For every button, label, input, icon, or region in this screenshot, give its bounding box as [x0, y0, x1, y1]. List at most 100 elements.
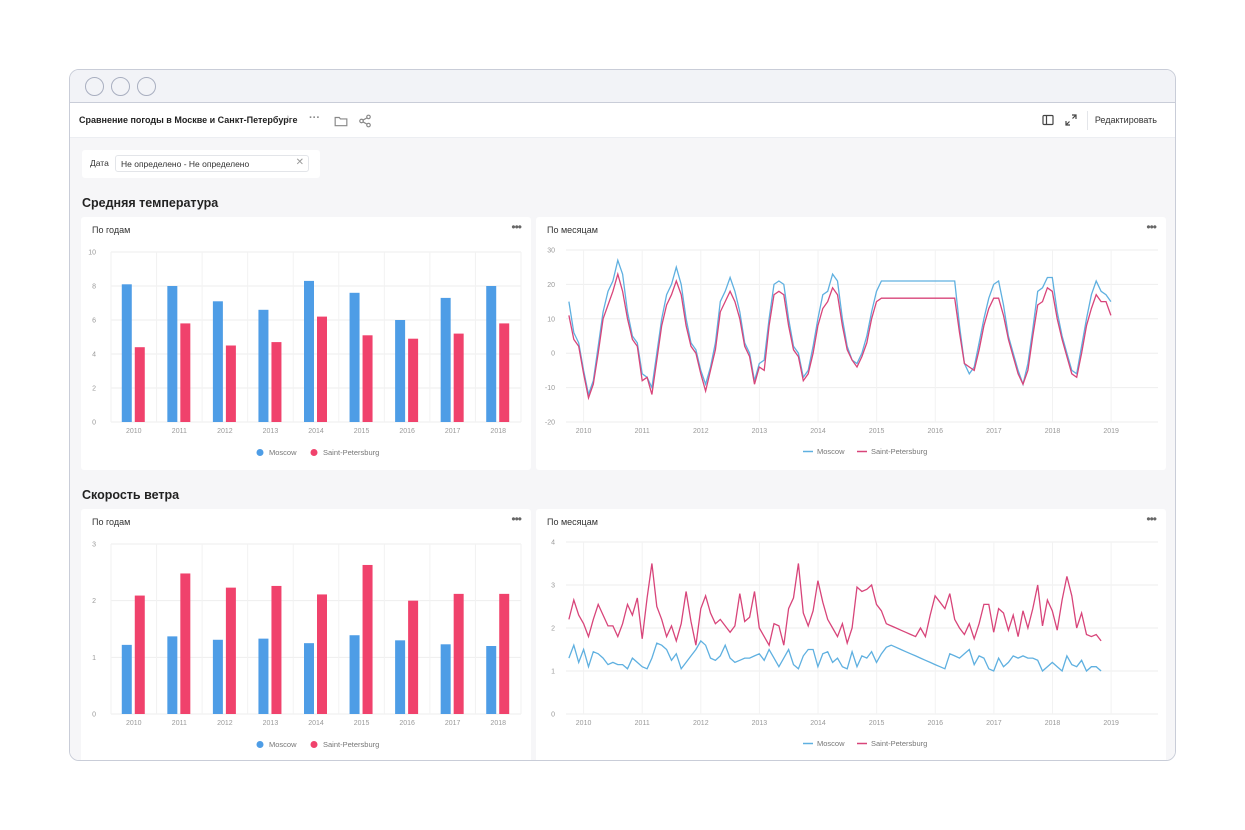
y-tick-label: 1 — [551, 669, 555, 676]
bar — [453, 333, 464, 422]
x-tick-label: 2018 — [490, 428, 506, 435]
date-filter-input[interactable]: Не определено - Не определено ✕ — [115, 155, 309, 172]
series-line — [568, 271, 1112, 401]
more-icon[interactable]: ••• — [511, 512, 522, 526]
y-tick-label: 0 — [551, 712, 555, 719]
bar — [395, 640, 406, 714]
x-tick-label: 2019 — [1103, 428, 1119, 435]
bar — [486, 286, 497, 422]
x-tick-label: 2018 — [490, 720, 506, 727]
x-tick-label: 2015 — [869, 720, 885, 727]
y-tick-label: 20 — [547, 282, 555, 289]
x-tick-label: 2014 — [308, 428, 324, 435]
dashboard-toolbar: Сравнение погоды в Москве и Санкт-Петерб… — [70, 103, 1175, 138]
legend-swatch — [310, 449, 318, 456]
bar — [180, 573, 191, 714]
series-line — [568, 639, 1102, 673]
y-tick-label: 2 — [551, 626, 555, 633]
x-tick-label: 2012 — [693, 720, 709, 727]
legend-label: Saint-Petersburg — [323, 448, 379, 457]
section-title-wind: Скорость ветра — [82, 488, 180, 502]
bar — [349, 292, 360, 422]
x-tick-label: 2014 — [810, 720, 826, 727]
window-close-control[interactable] — [85, 77, 104, 96]
x-tick-label: 2016 — [399, 720, 415, 727]
star-icon[interactable]: ☆ — [283, 114, 293, 126]
x-tick-label: 2012 — [693, 428, 709, 435]
x-tick-label: 2017 — [445, 428, 461, 435]
panel-temp-monthly: По месяцам ••• -20 -10 0 10 20 30 2010 2011 2012… — [536, 217, 1166, 470]
x-tick-label: 2017 — [445, 720, 461, 727]
x-tick-label: 2016 — [399, 428, 415, 435]
share-icon[interactable] — [358, 114, 372, 128]
browser-window: Сравнение погоды в Москве и Санкт-Петерб… — [69, 69, 1176, 761]
x-tick-label: 2017 — [986, 428, 1002, 435]
x-tick-label: 2013 — [752, 720, 768, 727]
y-tick-label: 8 — [92, 284, 96, 291]
x-tick-label: 2013 — [263, 428, 279, 435]
panel-wind-yearly: По годам ••• 0 1 2 3 2010 2011 2012 2013 2014 201… — [81, 509, 531, 760]
x-tick-label: 2011 — [172, 720, 187, 727]
y-tick-label: 3 — [92, 542, 96, 549]
bar — [453, 593, 464, 714]
bar — [362, 335, 373, 422]
y-tick-label: 30 — [547, 248, 555, 255]
folder-icon[interactable] — [334, 114, 348, 128]
y-tick-label: 0 — [551, 351, 555, 358]
more-icon[interactable]: ··· — [309, 112, 320, 124]
legend-swatch — [256, 449, 264, 456]
window-maximize-control[interactable] — [137, 77, 156, 96]
y-tick-label: 4 — [92, 352, 96, 359]
date-filter: Дата Не определено - Не определено ✕ — [82, 150, 320, 178]
bar — [440, 644, 451, 714]
bar — [499, 323, 510, 422]
y-tick-label: 0 — [92, 712, 96, 719]
panel-wind-monthly: По месяцам ••• 0 1 2 3 4 2010 2011 2012 2013 2014… — [536, 509, 1166, 760]
x-tick-label: 2017 — [986, 720, 1002, 727]
panel-icon[interactable] — [1042, 114, 1054, 126]
legend-label: Saint-Petersburg — [871, 739, 927, 748]
more-icon[interactable]: ••• — [1146, 512, 1157, 526]
x-tick-label: 2015 — [354, 428, 370, 435]
window-titlebar — [70, 70, 1175, 103]
x-tick-label: 2013 — [263, 720, 279, 727]
x-tick-label: 2010 — [576, 428, 592, 435]
bar — [317, 316, 327, 422]
bar — [395, 320, 406, 422]
panel-title: По месяцам — [547, 517, 598, 527]
bar — [271, 342, 282, 422]
x-tick-label: 2010 — [126, 428, 142, 435]
bar — [349, 635, 360, 714]
y-tick-label: 10 — [88, 250, 96, 257]
bar — [167, 286, 178, 422]
bar — [212, 639, 223, 714]
close-icon[interactable]: ✕ — [295, 157, 304, 168]
series-line — [568, 563, 1102, 647]
bar — [121, 284, 132, 422]
dashboard-title: Сравнение погоды в Москве и Санкт-Петерб… — [79, 115, 298, 125]
y-tick-label: 4 — [551, 540, 555, 547]
y-tick-label: 0 — [92, 420, 96, 427]
x-tick-label: 2011 — [172, 428, 187, 435]
edit-button[interactable]: Редактировать — [1094, 115, 1157, 125]
more-icon[interactable]: ••• — [511, 220, 522, 234]
date-filter-value: Не определено - Не определено — [121, 159, 250, 169]
bar — [304, 643, 314, 714]
bar — [258, 309, 269, 422]
fullscreen-icon[interactable] — [1065, 114, 1077, 126]
legend-label: Moscow — [269, 448, 297, 457]
x-tick-label: 2015 — [354, 720, 370, 727]
x-tick-label: 2018 — [1045, 720, 1061, 727]
x-tick-label: 2012 — [217, 428, 233, 435]
x-tick-label: 2016 — [927, 720, 943, 727]
panel-title: По месяцам — [547, 225, 598, 235]
x-tick-label: 2014 — [308, 720, 324, 727]
bar — [134, 595, 145, 714]
bar — [440, 297, 451, 422]
series-line — [568, 257, 1112, 397]
window-minimize-control[interactable] — [111, 77, 130, 96]
bar — [499, 593, 510, 714]
y-tick-label: 1 — [92, 655, 96, 662]
legend-swatch — [256, 741, 264, 748]
more-icon[interactable]: ••• — [1146, 220, 1157, 234]
